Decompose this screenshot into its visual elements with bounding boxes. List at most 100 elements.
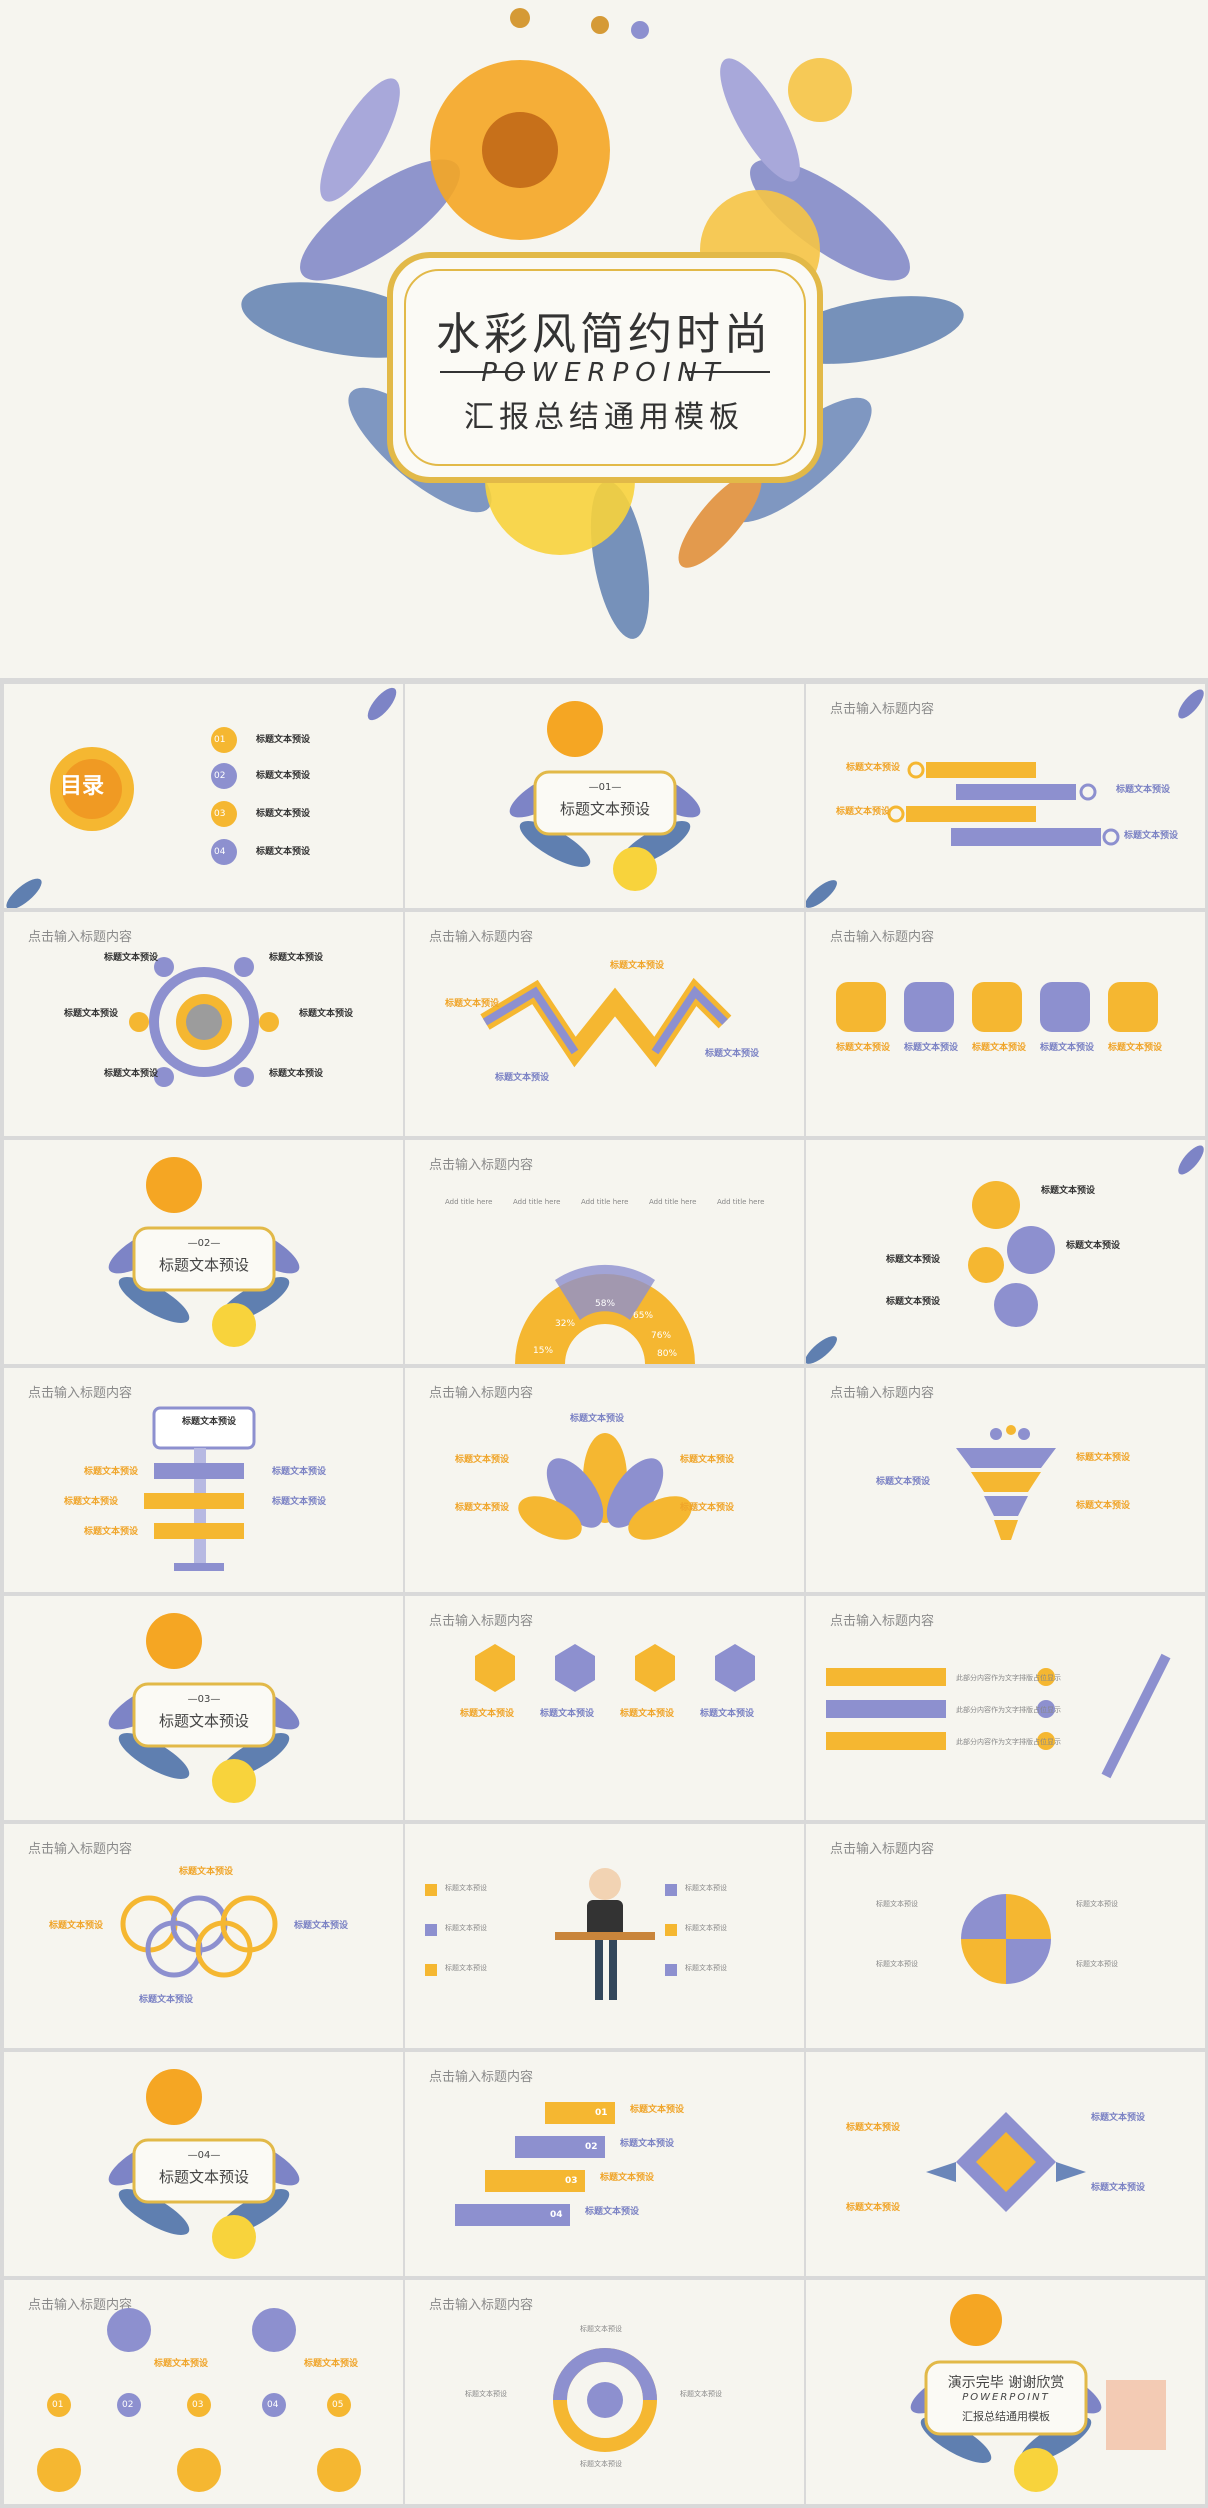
item-title: 标题文本预设	[685, 1884, 727, 1892]
hub-graphic	[129, 957, 279, 1087]
item-title: 标题文本预设	[304, 2359, 359, 2369]
slide-gears[interactable]: 标题文本预设 标题文本预设 标题文本预设 标题文本预设	[806, 1140, 1205, 1364]
slide-brain-hub[interactable]: 点击输入标题内容 标题文本预设 标题文本预设 标题文本预设 标题文本预设 标题文…	[4, 912, 403, 1136]
item-title: 标题文本预设	[1108, 1043, 1163, 1053]
slide-section-01[interactable]: —01— 标题文本预设	[405, 684, 804, 908]
slide-funnel[interactable]: 点击输入标题内容 标题文本预设 标题文本预设 标题文本预设	[806, 1368, 1205, 1592]
item-title: 标题文本预设	[570, 1414, 625, 1424]
pie-label: 32%	[555, 1319, 576, 1329]
lotus-graphic	[518, 1433, 692, 1540]
slide-signpost[interactable]: 点击输入标题内容 标题文本预设 标题文本预设 标题文本预设 标题文本预设 标题文…	[4, 1368, 403, 1592]
steps-graphic	[455, 2102, 615, 2226]
slide-header: 点击输入标题内容	[28, 1842, 133, 1857]
slide-icon-cards[interactable]: 点击输入标题内容 标题文本预设 标题文本预设 标题文本预设 标题文本预设 标题文…	[806, 912, 1205, 1136]
item-title: 标题文本预设	[580, 2325, 622, 2333]
item-title: 标题文本预设	[876, 1960, 918, 1968]
section-04-num: —04—	[187, 2150, 221, 2161]
slide-header: 点击输入标题内容	[28, 930, 133, 945]
toc-item-4[interactable]: 标题文本预设	[256, 847, 311, 857]
step-num: 02	[585, 2142, 598, 2152]
toc-num-1: 01	[214, 735, 226, 745]
step-num: 01	[595, 2108, 608, 2118]
circle-num: 05	[332, 2400, 344, 2410]
step-num: 03	[565, 2176, 578, 2186]
slide-section-03[interactable]: —03— 标题文本预设	[4, 1596, 403, 1820]
slide-person-desk[interactable]: 标题文本预设 标题文本预设 标题文本预设 标题文本预设 标题文本预设 标题文本预…	[405, 1824, 804, 2048]
item-title: 标题文本预设	[139, 1995, 194, 2005]
item-title: 标题文本预设	[299, 1009, 354, 1019]
slide-steps[interactable]: 点击输入标题内容 01 02 03 04 标题文本预设 标题文本预设 标题文本预…	[405, 2052, 804, 2276]
item-title: 标题文本预设	[445, 1924, 487, 1932]
item-title: 标题文本预设	[585, 2207, 640, 2217]
section-01-title: 标题文本预设	[559, 800, 650, 818]
toc-item-2[interactable]: 标题文本预设	[256, 771, 311, 781]
toc-item-1[interactable]: 标题文本预设	[256, 735, 311, 745]
item-title: 标题文本预设	[1066, 1241, 1121, 1251]
circle-num: 04	[267, 2400, 279, 2410]
slide-ending[interactable]: 演示完毕 谢谢欣赏 POWERPOINT 汇报总结通用模板	[806, 2280, 1205, 2504]
hero-slide[interactable]: 水彩风简约时尚 POWERPOINT 汇报总结通用模板	[0, 0, 1208, 678]
item-title: 标题文本预设	[455, 1455, 510, 1465]
signpost-graphic	[144, 1406, 256, 1571]
section-wreath	[108, 2069, 300, 2259]
item-title: 标题文本预设	[465, 2390, 507, 2398]
item-title: 标题文本预设	[272, 1467, 327, 1477]
slide-hexagons[interactable]: 点击输入标题内容 标题文本预设 标题文本预设 标题文本预设 标题文本预设	[405, 1596, 804, 1820]
item-title: 标题文本预设	[1076, 1960, 1118, 1968]
item-title: 标题文本预设	[886, 1297, 941, 1307]
slide-3d-cube[interactable]: 标题文本预设 标题文本预设 标题文本预设 标题文本预设	[806, 2052, 1205, 2276]
toc-title: 目录	[60, 774, 105, 799]
slide-header: 点击输入标题内容	[28, 1386, 133, 1401]
toc-decoration	[6, 687, 397, 908]
item-title: 标题文本预设	[445, 999, 500, 1009]
item-title: 标题文本预设	[495, 1073, 550, 1083]
item-title: 标题文本预设	[680, 1455, 735, 1465]
semicircle-graphic	[515, 1264, 695, 1364]
slide-cycle[interactable]: 点击输入标题内容 标题文本预设 标题文本预设 标题文本预设 标题文本预设	[405, 2280, 804, 2504]
item-title: 标题文本预设	[680, 1503, 735, 1513]
slide-lotus[interactable]: 点击输入标题内容 标题文本预设 标题文本预设 标题文本预设 标题文本预设 标题文…	[405, 1368, 804, 1592]
ending-subtitle: 汇报总结通用模板	[962, 2410, 1050, 2423]
item-title: 标题文本预设	[1124, 831, 1179, 841]
hero-subtitle-en: POWERPOINT	[481, 358, 727, 388]
item-title: 标题文本预设	[1040, 1043, 1095, 1053]
rings-graphic	[120, 1895, 278, 1978]
item-title: 标题文本预设	[272, 1497, 327, 1507]
pie-label: 58%	[595, 1299, 616, 1309]
item-title: 标题文本预设	[1041, 1186, 1096, 1196]
slide-arrows[interactable]: 点击输入标题内容 标题文本预设 标题文本预设 标题文本预设 标题文本预设	[806, 684, 1205, 908]
slide-toc[interactable]: 目录 01 标题文本预设 02 标题文本预设 03 标题文本预设 04 标题文本…	[4, 684, 403, 908]
item-title: 标题文本预设	[84, 1527, 139, 1537]
slide-circle-timeline[interactable]: 点击输入标题内容 01 02 03 04 05 标题文本预设 标题文本预设	[4, 2280, 403, 2504]
section-03-title: 标题文本预设	[158, 1712, 249, 1730]
slide-zigzag[interactable]: 点击输入标题内容 标题文本预设 标题文本预设 标题文本预设 标题文本预设	[405, 912, 804, 1136]
item-title: 标题文本预设	[630, 2105, 685, 2115]
slide-section-04[interactable]: —04— 标题文本预设	[4, 2052, 403, 2276]
hero-subtitle: 汇报总结通用模板	[464, 400, 744, 435]
item-title: 标题文本预设	[1076, 1501, 1131, 1511]
item-desc: 此部分内容作为文字排版占位显示	[956, 1738, 1061, 1746]
pie-label: 80%	[657, 1349, 678, 1359]
item-title: 标题文本预设	[1076, 1900, 1118, 1908]
ending-wreath	[910, 2294, 1166, 2492]
slide-semicircle-chart[interactable]: 点击输入标题内容 Add title here Add title here A…	[405, 1140, 804, 1364]
slide-hands-pen[interactable]: 点击输入标题内容 此部分内容作为文字排版占位显示 此部分内容作为文字排版占位显示…	[806, 1596, 1205, 1820]
toc-item-3[interactable]: 标题文本预设	[256, 809, 311, 819]
section-01-num: —01—	[588, 782, 622, 793]
section-wreath	[108, 1613, 300, 1803]
add-title: Add title here	[649, 1198, 697, 1206]
section-04-title: 标题文本预设	[158, 2168, 249, 2186]
slide-rings[interactable]: 点击输入标题内容 标题文本预设 标题文本预设 标题文本预设 标题文本预设	[4, 1824, 403, 2048]
pie-label: 76%	[651, 1331, 672, 1341]
ending-title: 演示完毕 谢谢欣赏	[947, 2375, 1065, 2391]
zigzag-graphic	[480, 977, 732, 1068]
item-title: 标题文本预设	[1076, 1453, 1131, 1463]
item-title: 标题文本预设	[1116, 785, 1171, 795]
slide-quadrant[interactable]: 点击输入标题内容 标题文本预设 标题文本预设 标题文本预设 标题文本预设	[806, 1824, 1205, 2048]
item-title: 标题文本预设	[846, 2203, 901, 2213]
toc-num-2: 02	[214, 771, 226, 781]
slide-section-02[interactable]: —02— 标题文本预设	[4, 1140, 403, 1364]
item-title: 标题文本预设	[1091, 2183, 1146, 2193]
item-title: 标题文本预设	[455, 1503, 510, 1513]
